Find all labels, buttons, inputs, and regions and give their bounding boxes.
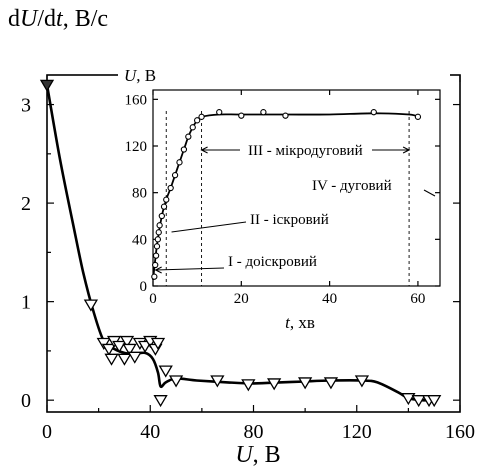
inset-data-points bbox=[151, 109, 422, 280]
main-x-tick-label: 120 bbox=[342, 421, 372, 443]
inset-arrow-stage-2 bbox=[171, 221, 247, 233]
inset-point bbox=[160, 203, 168, 210]
main-marker bbox=[168, 375, 184, 388]
inset-y-tick-label: 40 bbox=[132, 232, 147, 248]
main-marker bbox=[297, 377, 313, 390]
inset-axis-ticks: 0 20 40 60 0 40 80 120 160 bbox=[125, 90, 440, 307]
inset-point bbox=[194, 117, 201, 124]
inset-annotation-stage-2: II - іскровий bbox=[250, 212, 329, 228]
main-marker bbox=[83, 299, 99, 312]
main-fit-curve bbox=[45, 84, 435, 402]
inset-point bbox=[189, 124, 196, 131]
inset-y-tick-label: 120 bbox=[125, 139, 148, 155]
main-marker bbox=[158, 365, 173, 378]
inset-plot-frame bbox=[152, 89, 441, 287]
inset-point bbox=[171, 172, 179, 179]
inset-annotations: I - доіскровий II - іскровий III - мікроду… bbox=[154, 143, 436, 274]
main-x-tick-label: 0 bbox=[42, 421, 52, 443]
inset-point bbox=[370, 109, 377, 116]
inset-point bbox=[180, 146, 188, 153]
main-x-tick-label: 80 bbox=[244, 421, 264, 443]
inset-point bbox=[151, 273, 158, 280]
main-marker bbox=[267, 378, 282, 391]
inset-point bbox=[163, 196, 170, 203]
inset-point bbox=[152, 261, 159, 269]
inset-arrow-stage-1 bbox=[155, 267, 225, 271]
main-marker bbox=[104, 353, 119, 366]
inset-point bbox=[158, 212, 165, 220]
inset-x-axis-label: t, хв bbox=[285, 313, 315, 332]
main-marker bbox=[150, 337, 166, 351]
main-y-tick-label: 2 bbox=[21, 193, 31, 215]
inset-point bbox=[154, 236, 162, 243]
main-marker bbox=[401, 393, 416, 406]
main-marker bbox=[354, 375, 370, 388]
inset-x-tick-label: 20 bbox=[234, 291, 249, 307]
main-marker bbox=[241, 379, 256, 392]
main-x-tick-label: 40 bbox=[140, 421, 160, 443]
inset-point bbox=[152, 252, 160, 259]
main-marker bbox=[39, 79, 55, 92]
main-marker bbox=[119, 335, 135, 349]
inset-point bbox=[260, 109, 267, 116]
inset-x-tick-label: 0 bbox=[149, 291, 157, 307]
inset-arrow-head bbox=[154, 266, 162, 274]
inset-point bbox=[167, 184, 174, 192]
inset-y-tick-label: 0 bbox=[140, 279, 148, 295]
inset-point bbox=[156, 222, 163, 229]
inset-arrow-head bbox=[200, 146, 208, 154]
inset-x-tick-label: 60 bbox=[410, 291, 425, 307]
main-marker bbox=[427, 395, 442, 408]
main-marker bbox=[411, 395, 426, 408]
main-x-axis-label: U, В bbox=[235, 442, 280, 466]
inset-x-tick-label: 40 bbox=[322, 291, 337, 307]
main-marker bbox=[153, 395, 168, 408]
inset-point bbox=[176, 159, 183, 166]
inset-point bbox=[414, 113, 422, 120]
main-y-tick-label: 3 bbox=[21, 95, 31, 117]
main-marker bbox=[122, 343, 137, 356]
inset-point bbox=[238, 112, 245, 119]
inset-arrow-head bbox=[402, 146, 411, 154]
inset-annotation-stage-3: III - мікродуговий bbox=[248, 143, 363, 159]
main-x-tick-label: 160 bbox=[445, 421, 475, 443]
inset-annotation-stage-4: IV - дуговий bbox=[312, 178, 392, 194]
main-curve-path bbox=[45, 84, 435, 402]
main-y-tick-label: 1 bbox=[21, 292, 31, 314]
inset-point bbox=[216, 109, 223, 116]
main-marker bbox=[112, 340, 127, 353]
main-marker bbox=[210, 375, 225, 388]
inset-point bbox=[185, 133, 192, 140]
inset-point bbox=[155, 229, 162, 236]
inset-annotation-stage-1: I - доіскровий bbox=[228, 254, 317, 270]
inset-y-axis-label: U, В bbox=[124, 66, 156, 85]
main-marker bbox=[117, 353, 132, 366]
inset-chart: U, В t, хв 0 20 40 60 0 40 80 120 160 I - доіскр… bbox=[118, 62, 450, 332]
main-data-markers bbox=[39, 79, 442, 408]
inset-y-tick-label: 80 bbox=[132, 186, 147, 202]
main-marker bbox=[96, 337, 111, 351]
inset-arrow-stage-4 bbox=[423, 189, 436, 197]
inset-point bbox=[198, 113, 205, 120]
inset-y-tick-label: 160 bbox=[125, 92, 148, 108]
inset-stage-boundaries bbox=[165, 111, 410, 286]
inset-point bbox=[153, 243, 161, 250]
inset-point bbox=[282, 112, 289, 119]
main-marker bbox=[101, 343, 117, 356]
main-marker bbox=[323, 377, 339, 390]
main-y-tick-label: 0 bbox=[21, 390, 31, 412]
main-marker bbox=[127, 351, 142, 364]
main-y-axis-label: dU/dt, В/с bbox=[8, 6, 108, 32]
